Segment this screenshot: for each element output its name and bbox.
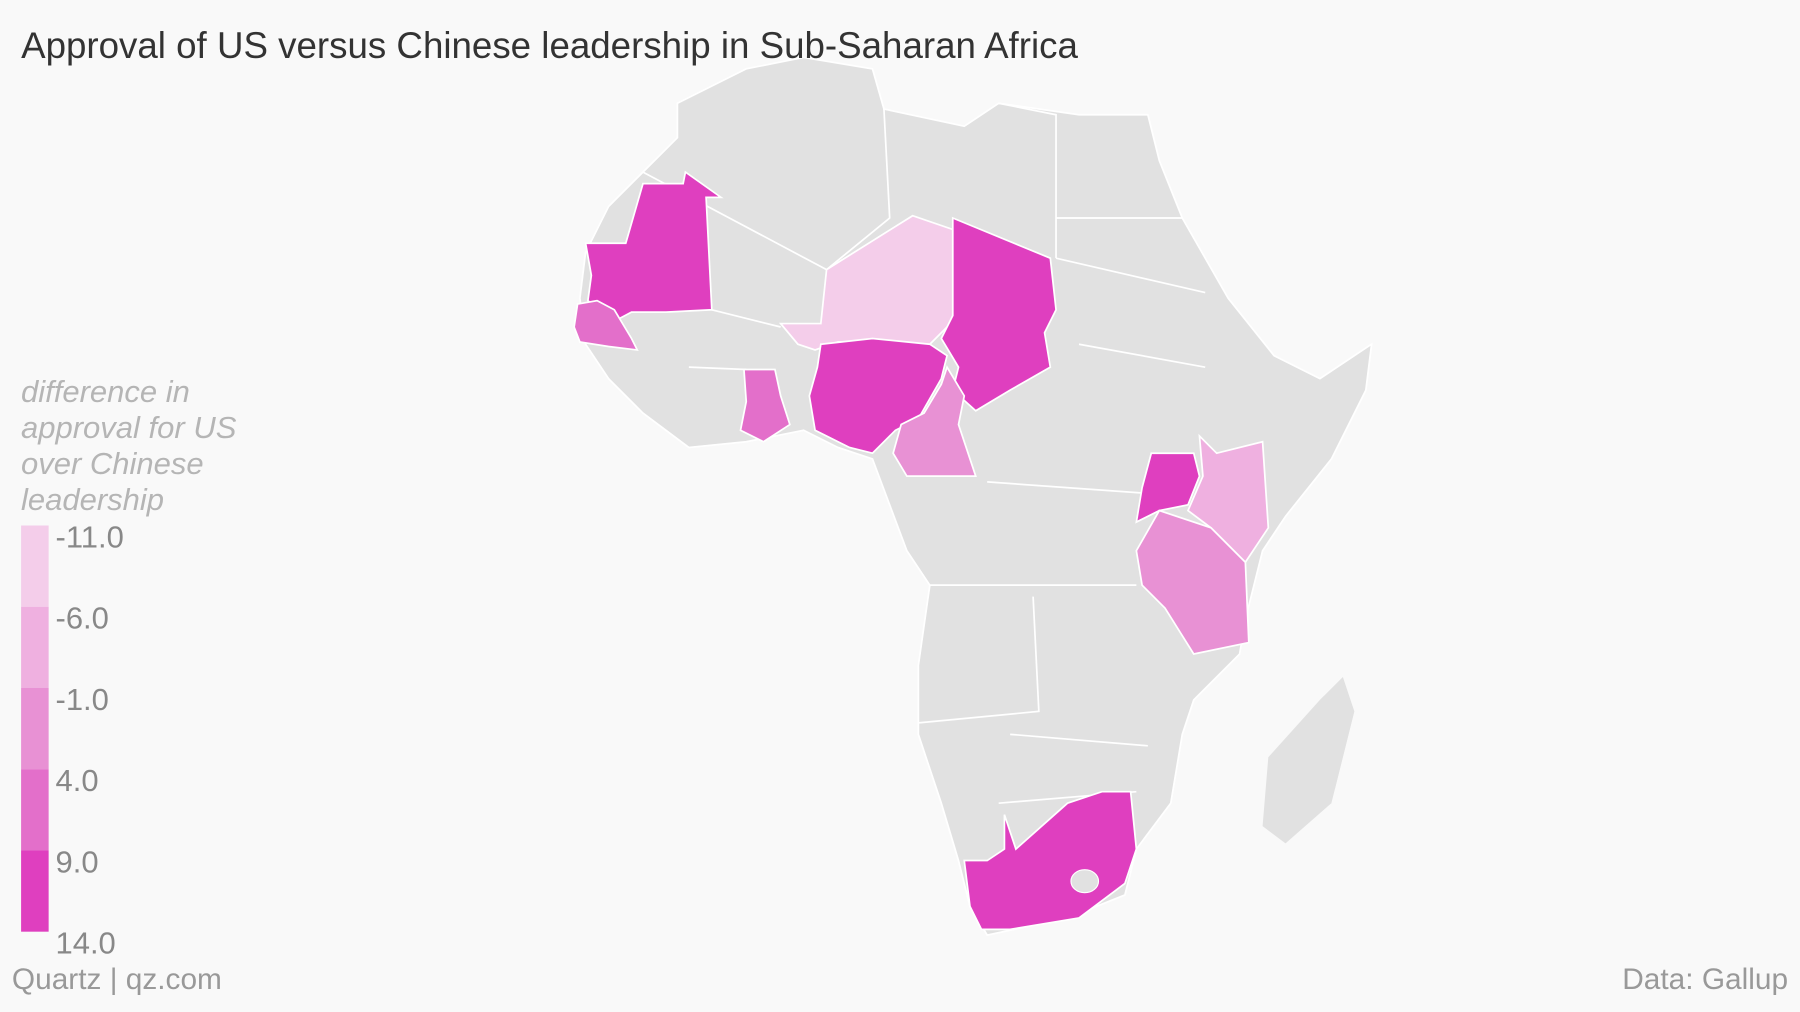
source-left: Quartz | qz.com (12, 963, 222, 996)
legend-swatch (21, 769, 49, 851)
continent (579, 56, 1373, 937)
legend-label: -6.0 (56, 601, 109, 636)
country (940, 216, 1057, 412)
country (1135, 509, 1250, 655)
country (584, 170, 724, 323)
legend-label: -1.0 (56, 682, 109, 717)
country (963, 790, 1138, 931)
enclave (1070, 869, 1100, 894)
legend-label: 4.0 (56, 763, 99, 798)
chart-title: Approval of US versus Chinese leadership… (21, 25, 1078, 66)
legend-swatch (21, 687, 49, 770)
country (892, 365, 977, 478)
legend-label: 14.0 (56, 926, 116, 961)
legend-label: -11.0 (56, 519, 124, 554)
legend-label: 9.0 (56, 844, 99, 879)
country (808, 337, 949, 455)
legend-swatch (21, 525, 49, 607)
africa (579, 56, 1373, 937)
madagascar (1262, 676, 1355, 844)
borders (642, 102, 1206, 805)
legend-title: difference in approval for US over Chine… (21, 374, 237, 517)
country (739, 368, 791, 443)
country (1135, 452, 1201, 524)
country (573, 299, 639, 351)
legend-swatch (21, 606, 49, 688)
source-right: Data: Gallup (1622, 963, 1788, 996)
legend-swatch (21, 850, 49, 932)
